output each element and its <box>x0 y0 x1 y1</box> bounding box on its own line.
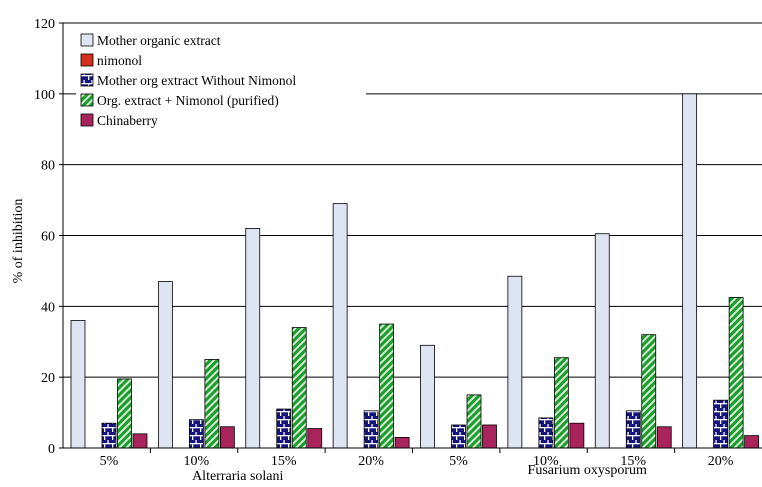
legend-label: Mother org extract Without Nimonol <box>97 73 296 88</box>
legend-swatch <box>80 113 94 127</box>
x-tick-label: 20% <box>708 454 734 469</box>
y-tick-label: 0 <box>48 442 55 457</box>
legend-label: Org. extract + Nimonol (purified) <box>97 93 279 108</box>
bar <box>713 399 729 449</box>
x-tick-label: 10% <box>533 454 559 469</box>
bar <box>625 410 641 449</box>
bar <box>482 424 497 449</box>
bar <box>507 275 523 449</box>
y-tick-label: 40 <box>41 300 55 315</box>
x-tick-labels: 5% 10% 15% 20% 5% 10% 15% 20% <box>100 448 734 469</box>
legend-swatch <box>80 33 94 47</box>
legend-background <box>76 30 366 148</box>
x-tick-label: 20% <box>358 454 384 469</box>
group-label: Alterraria solani <box>192 469 283 484</box>
bar <box>117 378 132 449</box>
legend-swatch <box>80 53 94 67</box>
bar <box>394 436 410 449</box>
x-tick-label: 5% <box>100 454 119 469</box>
y-axis-title: % of inhibition <box>11 199 26 284</box>
y-tick-label: 20 <box>41 371 55 386</box>
bar <box>420 344 435 449</box>
legend-label: nimonol <box>97 53 142 68</box>
group-label: Fusarium oxysporum <box>528 463 648 478</box>
y-tick-label: 80 <box>41 159 55 174</box>
bar <box>188 419 204 449</box>
bar <box>594 233 610 449</box>
bar <box>451 424 466 449</box>
group-labels: Alterraria solani Fusarium oxysporum <box>192 463 647 484</box>
bar <box>553 357 569 449</box>
bar <box>682 93 698 449</box>
bar <box>332 203 348 449</box>
bar <box>219 426 235 449</box>
bar <box>245 228 261 449</box>
y-tick-label: 60 <box>41 230 55 245</box>
bar <box>728 297 744 449</box>
x-tick-label: 5% <box>449 454 468 469</box>
bar <box>276 408 292 449</box>
bar <box>291 327 307 449</box>
bar <box>157 281 173 449</box>
bar <box>466 394 482 449</box>
bar <box>101 422 117 449</box>
bar <box>641 334 657 449</box>
y-tick-label: 100 <box>34 88 55 103</box>
bar <box>204 359 220 449</box>
bar <box>656 426 672 449</box>
legend-label: Chinaberry <box>97 113 158 128</box>
bar <box>132 433 148 449</box>
bar <box>538 417 554 449</box>
y-tick-label: 120 <box>34 17 55 32</box>
bar <box>379 323 395 449</box>
legend: Mother organic extract nimonol Mother org … <box>76 30 366 148</box>
y-tick-labels: 0 20 40 60 80 100 120 <box>34 17 63 457</box>
bar <box>744 435 760 449</box>
bar <box>363 410 379 449</box>
bar <box>307 428 323 449</box>
x-tick-label: 15% <box>271 454 297 469</box>
legend-swatch <box>80 73 94 87</box>
bars <box>70 93 760 449</box>
bar <box>569 422 585 449</box>
x-tick-label: 15% <box>620 454 646 469</box>
bar <box>70 320 86 449</box>
legend-swatch <box>80 93 94 107</box>
x-tick-label: 10% <box>184 454 210 469</box>
legend-label: Mother organic extract <box>97 33 221 48</box>
